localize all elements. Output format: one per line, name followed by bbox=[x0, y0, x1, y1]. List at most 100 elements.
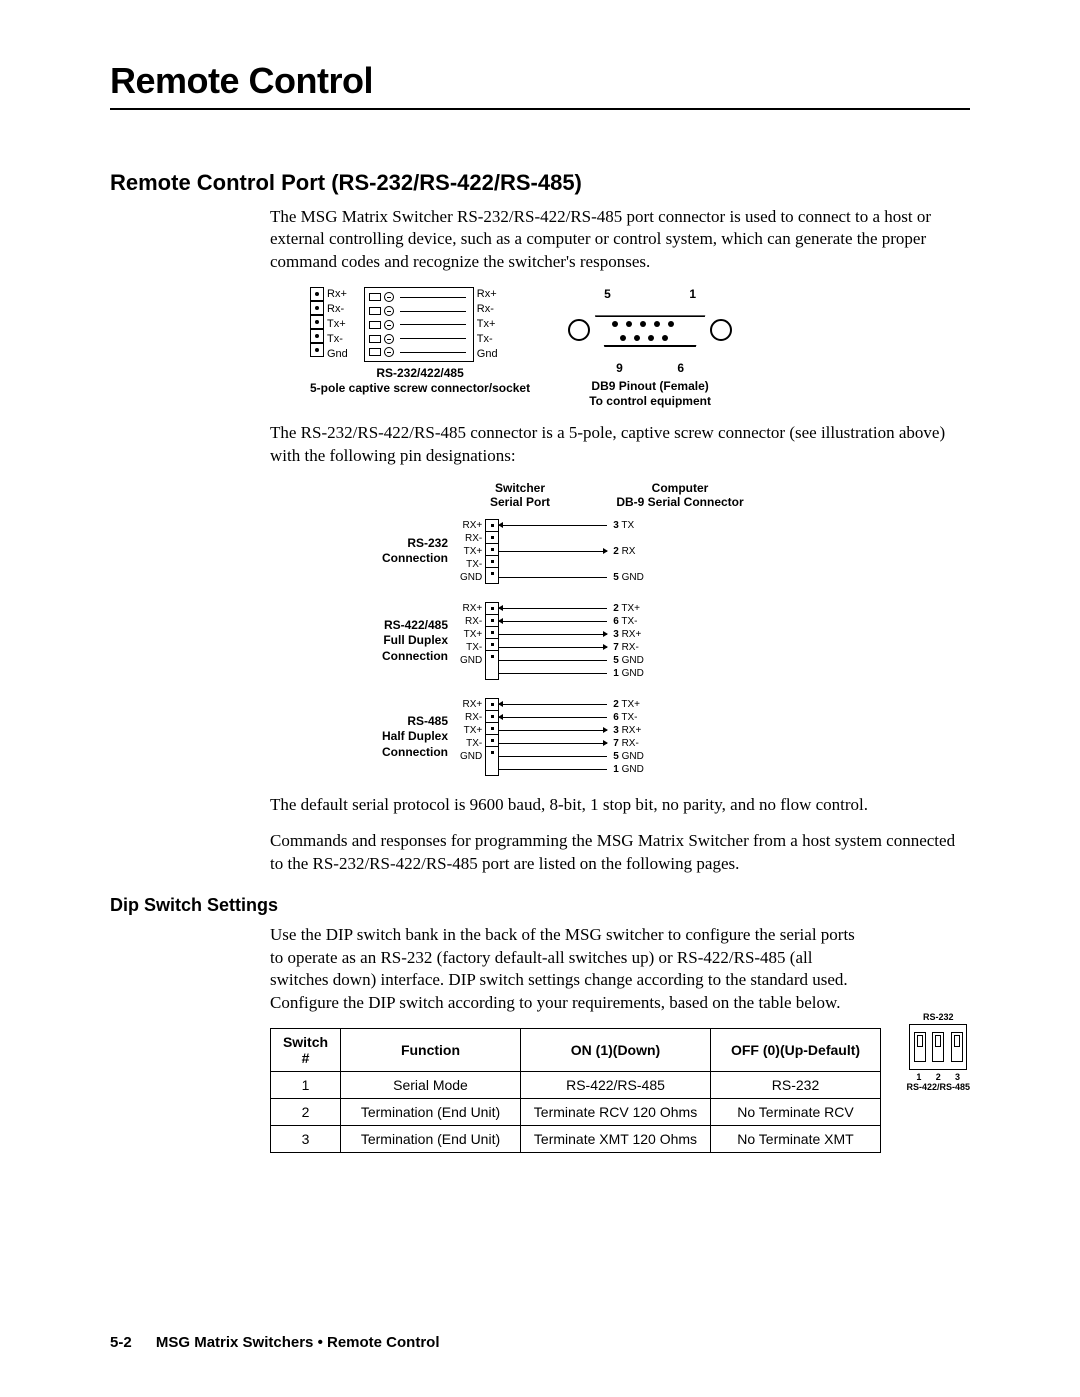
page-footer: 5-2 MSG Matrix Switchers • Remote Contro… bbox=[110, 1334, 440, 1351]
pinout-line: 2 TX+ bbox=[499, 698, 659, 711]
pinout-hdr-switcher: Switcher Serial Port bbox=[460, 481, 580, 509]
section1-p1: The MSG Matrix Switcher RS-232/RS-422/RS… bbox=[270, 206, 970, 273]
pinout-line: 6 TX- bbox=[499, 711, 659, 724]
captive-screw-diagram: Rx+Rx-Tx+Tx-Gnd Rx+Rx-Tx+Tx-Gnd RS-232/4… bbox=[310, 287, 530, 395]
pinout-line: 5 GND bbox=[499, 571, 659, 584]
screw-row bbox=[369, 306, 469, 316]
pinout-line: 7 RX- bbox=[499, 641, 659, 654]
pinout-line: 3 RX+ bbox=[499, 628, 659, 641]
pin-label: Rx- bbox=[477, 302, 498, 317]
table-cell: 3 bbox=[271, 1126, 341, 1153]
pin-label: Tx+ bbox=[477, 317, 498, 332]
pin-dot bbox=[310, 343, 324, 357]
pin-left-labels: RX+RX-TX+TX-GND bbox=[460, 602, 485, 680]
connector-figure: Rx+Rx-Tx+Tx-Gnd Rx+Rx-Tx+Tx-Gnd RS-232/4… bbox=[310, 287, 970, 408]
footer-text: MSG Matrix Switchers • Remote Control bbox=[156, 1334, 440, 1351]
dip-box bbox=[909, 1024, 967, 1070]
table-cell: 2 bbox=[271, 1099, 341, 1126]
pin-label: Tx- bbox=[477, 332, 498, 347]
dip-sw-2 bbox=[932, 1032, 944, 1062]
pinout-header: Switcher Serial Port Computer DB-9 Seria… bbox=[340, 481, 970, 509]
dip-sw-3 bbox=[951, 1032, 963, 1062]
pinout-line: 5 GND bbox=[499, 654, 659, 667]
pin-label: Tx+ bbox=[327, 317, 348, 332]
page-number: 5-2 bbox=[110, 1334, 132, 1351]
table-header: OFF (0)(Up-Default) bbox=[711, 1029, 881, 1072]
section1-p3: The default serial protocol is 9600 baud… bbox=[270, 794, 970, 816]
db9-shell bbox=[590, 315, 710, 347]
pinout-line: 2 RX bbox=[499, 545, 659, 558]
pinout-connector bbox=[485, 698, 499, 776]
pin-dot bbox=[310, 301, 324, 315]
pin-label: Gnd bbox=[477, 347, 498, 362]
pinout-group: RS-422/485 Full Duplex ConnectionRX+RX-T… bbox=[340, 602, 970, 680]
dip-label-top: RS-232 bbox=[906, 1012, 970, 1022]
pin-label: Tx- bbox=[327, 332, 348, 347]
subsection-title-dip: Dip Switch Settings bbox=[110, 895, 970, 916]
pin-dot bbox=[310, 315, 324, 329]
table-header: Function bbox=[341, 1029, 521, 1072]
dip-num: 2 bbox=[936, 1072, 941, 1082]
table-cell: RS-422/RS-485 bbox=[521, 1072, 711, 1099]
pinout-line: 3 TX bbox=[499, 519, 659, 532]
pinout-lines: 2 TX+6 TX-3 RX+7 RX-5 GND1 GND bbox=[499, 698, 659, 776]
pinout-lines: 2 TX+6 TX-3 RX+7 RX-5 GND1 GND bbox=[499, 602, 659, 680]
pin-left-labels: RX+RX-TX+TX-GND bbox=[460, 698, 485, 776]
pin-label: Gnd bbox=[327, 347, 348, 362]
pin-stack-left bbox=[310, 287, 324, 357]
pinout-label: RS-232 Connection bbox=[340, 536, 460, 567]
table-cell: No Terminate XMT bbox=[711, 1126, 881, 1153]
pin-labels-left: Rx+Rx-Tx+Tx-Gnd bbox=[327, 287, 348, 362]
pin-label: Rx- bbox=[327, 302, 348, 317]
dip-numbers: 1 2 3 bbox=[909, 1072, 967, 1082]
dip-label-bot: RS-422/RS-485 bbox=[906, 1082, 970, 1092]
pin-label: Rx+ bbox=[327, 287, 348, 302]
pinout-line: 1 GND bbox=[499, 763, 659, 776]
pinout-line: 1 GND bbox=[499, 667, 659, 680]
dip-sw-1 bbox=[914, 1032, 926, 1062]
db9-pin-1: 1 bbox=[689, 287, 696, 301]
pinout-connector bbox=[485, 519, 499, 584]
page-title: Remote Control bbox=[110, 60, 970, 110]
dip-switch-diagram: RS-232 1 2 3 RS-422/RS-485 bbox=[906, 1012, 970, 1092]
table-header: Switch # bbox=[271, 1029, 341, 1072]
pinout-group: RS-232 ConnectionRX+RX-TX+TX-GND 3 TX 2 RX… bbox=[340, 519, 970, 584]
connector-caption: RS-232/422/485 5-pole captive screw conn… bbox=[310, 366, 530, 395]
db9-diagram: 5 1 9 6 DB9 Pinout (Female) To control e… bbox=[570, 287, 730, 408]
table-row: 3Termination (End Unit)Terminate XMT 120… bbox=[271, 1126, 881, 1153]
pinout-line bbox=[499, 558, 659, 571]
dip-switch-table: Switch #FunctionON (1)(Down)OFF (0)(Up-D… bbox=[270, 1028, 881, 1153]
pinout-line bbox=[499, 532, 659, 545]
db9-pin-6: 6 bbox=[677, 361, 684, 375]
pinout-lines: 3 TX 2 RX 5 GND bbox=[499, 519, 659, 584]
pin-dot bbox=[310, 329, 324, 343]
table-cell: Termination (End Unit) bbox=[341, 1099, 521, 1126]
screw-row bbox=[369, 347, 469, 357]
pinout-connector bbox=[485, 602, 499, 680]
db9-caption: DB9 Pinout (Female) To control equipment bbox=[570, 379, 730, 408]
screw-row bbox=[369, 334, 469, 344]
db9-pin-5: 5 bbox=[604, 287, 611, 301]
table-header: ON (1)(Down) bbox=[521, 1029, 711, 1072]
pin-dot bbox=[310, 287, 324, 301]
dip-num: 1 bbox=[916, 1072, 921, 1082]
table-header-row: Switch #FunctionON (1)(Down)OFF (0)(Up-D… bbox=[271, 1029, 881, 1072]
screw-row bbox=[369, 320, 469, 330]
section2-p1: Use the DIP switch bank in the back of t… bbox=[270, 924, 870, 1014]
dip-num: 3 bbox=[955, 1072, 960, 1082]
screw-row bbox=[369, 292, 469, 302]
pinout-label: RS-422/485 Full Duplex Connection bbox=[340, 618, 460, 665]
db9-screw-right bbox=[710, 319, 732, 341]
table-cell: Serial Mode bbox=[341, 1072, 521, 1099]
pinout-group: RS-485 Half Duplex ConnectionRX+RX-TX+TX… bbox=[340, 698, 970, 776]
screw-terminal bbox=[364, 287, 474, 362]
pinout-line: 2 TX+ bbox=[499, 602, 659, 615]
table-cell: No Terminate RCV bbox=[711, 1099, 881, 1126]
pinout-line: 6 TX- bbox=[499, 615, 659, 628]
pinout-line: 5 GND bbox=[499, 750, 659, 763]
table-row: 2Termination (End Unit)Terminate RCV 120… bbox=[271, 1099, 881, 1126]
pinout-line: 3 RX+ bbox=[499, 724, 659, 737]
pin-left-labels: RX+RX-TX+TX-GND bbox=[460, 519, 485, 584]
section-title-port: Remote Control Port (RS-232/RS-422/RS-48… bbox=[110, 170, 970, 196]
table-cell: Terminate XMT 120 Ohms bbox=[521, 1126, 711, 1153]
